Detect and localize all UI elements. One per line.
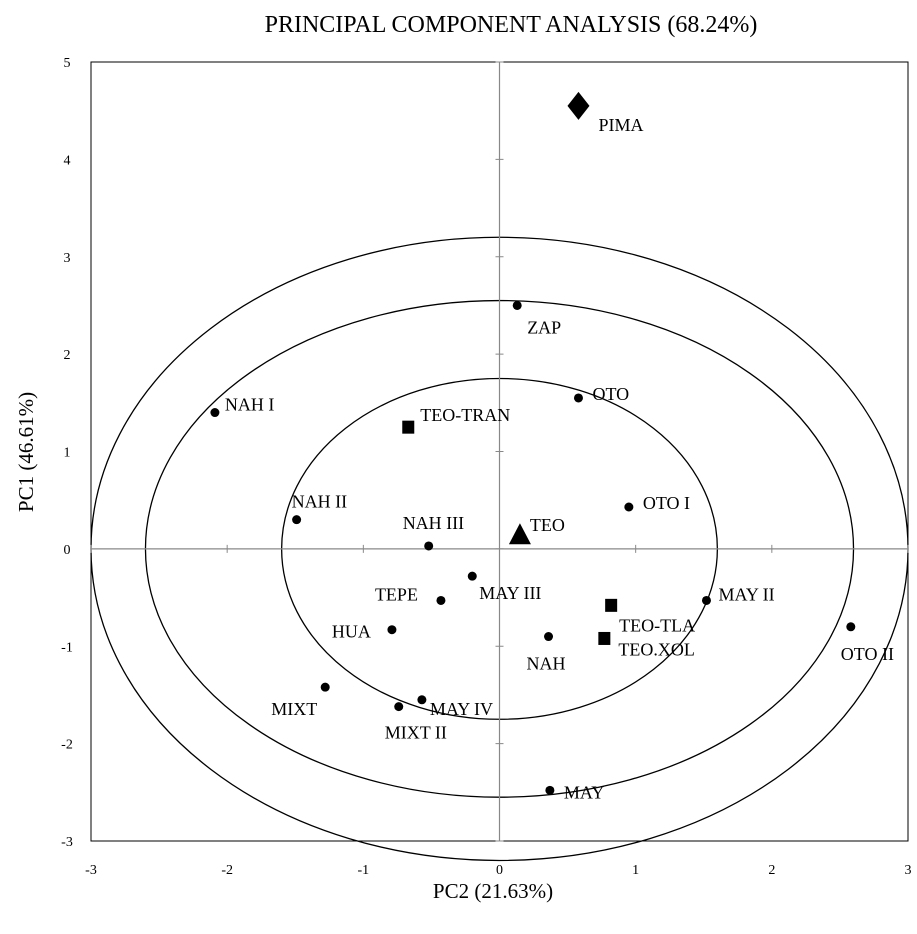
x-tick-label: -3 bbox=[85, 863, 97, 878]
y-tick-label: -2 bbox=[61, 738, 73, 753]
point-label-nah-ii: NAH II bbox=[292, 492, 348, 512]
point-nah bbox=[544, 632, 554, 642]
x-tick-label: -2 bbox=[221, 863, 233, 878]
point-label-may: MAY bbox=[564, 782, 604, 802]
y-tick-label: 1 bbox=[64, 446, 71, 461]
y-tick-label: -3 bbox=[61, 835, 73, 850]
point-label-teo: TEO bbox=[530, 515, 565, 535]
point-label-nah: NAH bbox=[527, 654, 566, 674]
x-axis-ticks: -3 -2 -1 0 1 2 3 bbox=[85, 863, 911, 878]
y-axis-ticks: -3 -2 -1 0 1 2 3 4 5 bbox=[61, 56, 73, 850]
point-teo bbox=[508, 523, 531, 545]
point-label-nah-i: NAH I bbox=[225, 395, 275, 415]
point-may bbox=[545, 785, 555, 795]
point-zap bbox=[512, 300, 522, 310]
point-label-oto: OTO bbox=[592, 384, 629, 404]
point-label-zap: ZAP bbox=[527, 317, 561, 337]
x-tick-label: 2 bbox=[768, 863, 775, 878]
y-tick-label: 2 bbox=[64, 348, 71, 363]
point-may-iii bbox=[467, 571, 477, 581]
x-tick-label: 1 bbox=[632, 863, 639, 878]
point-label-pima: PIMA bbox=[598, 115, 643, 135]
point-label-nah-iii: NAH III bbox=[403, 513, 464, 533]
point-teo-tla bbox=[605, 598, 618, 612]
point-nah-iii bbox=[424, 541, 434, 551]
point-teo-tran bbox=[402, 420, 415, 434]
point-oto-ii bbox=[846, 622, 856, 632]
zero-lines bbox=[90, 61, 909, 842]
point-label-teo-xol: TEO.XOL bbox=[618, 639, 694, 659]
point-may-iv bbox=[417, 695, 427, 705]
point-label-hua: HUA bbox=[332, 622, 371, 642]
point-label-may-iii: MAY III bbox=[479, 583, 541, 603]
point-label-teo-tla: TEO-TLA bbox=[619, 615, 695, 635]
point-label-may-iv: MAY IV bbox=[430, 699, 493, 719]
y-tick-label: 4 bbox=[64, 153, 71, 168]
chart-title: PRINCIPAL COMPONENT ANALYSIS (68.24%) bbox=[265, 12, 758, 38]
point-tepe bbox=[436, 595, 446, 605]
y-axis-label: PC1 (46.61%) bbox=[14, 392, 38, 512]
point-pima bbox=[567, 91, 590, 120]
point-label-teo-tran: TEO-TRAN bbox=[420, 405, 510, 425]
point-label-tepe: TEPE bbox=[375, 584, 418, 604]
y-tick-label: 3 bbox=[64, 251, 71, 266]
y-tick-label: 5 bbox=[64, 56, 71, 71]
point-may-ii bbox=[701, 595, 711, 605]
data-points: PIMA ZAP OTO NAH I TEO-TRAN NAH II OTO I TEO NAH… bbox=[210, 91, 894, 802]
point-teo-xol bbox=[598, 631, 611, 645]
point-nah-i bbox=[210, 408, 220, 418]
point-label-oto-i: OTO I bbox=[643, 493, 690, 513]
y-tick-label: 0 bbox=[64, 543, 71, 558]
point-label-may-ii: MAY II bbox=[718, 584, 774, 604]
point-oto bbox=[573, 393, 583, 403]
point-label-oto-ii: OTO II bbox=[841, 644, 894, 664]
x-tick-label: 3 bbox=[905, 863, 912, 878]
point-label-mixt-ii: MIXT II bbox=[385, 723, 447, 743]
point-mixt bbox=[320, 682, 330, 692]
point-label-mixt: MIXT bbox=[271, 699, 317, 719]
point-oto-i bbox=[624, 502, 634, 512]
x-tick-label: 0 bbox=[496, 863, 503, 878]
x-tick-label: -1 bbox=[357, 863, 369, 878]
point-hua bbox=[387, 625, 397, 635]
x-axis-label: PC2 (21.63%) bbox=[433, 879, 553, 903]
y-tick-label: -1 bbox=[61, 640, 73, 655]
point-mixt-ii bbox=[394, 702, 404, 712]
point-nah-ii bbox=[292, 515, 302, 525]
